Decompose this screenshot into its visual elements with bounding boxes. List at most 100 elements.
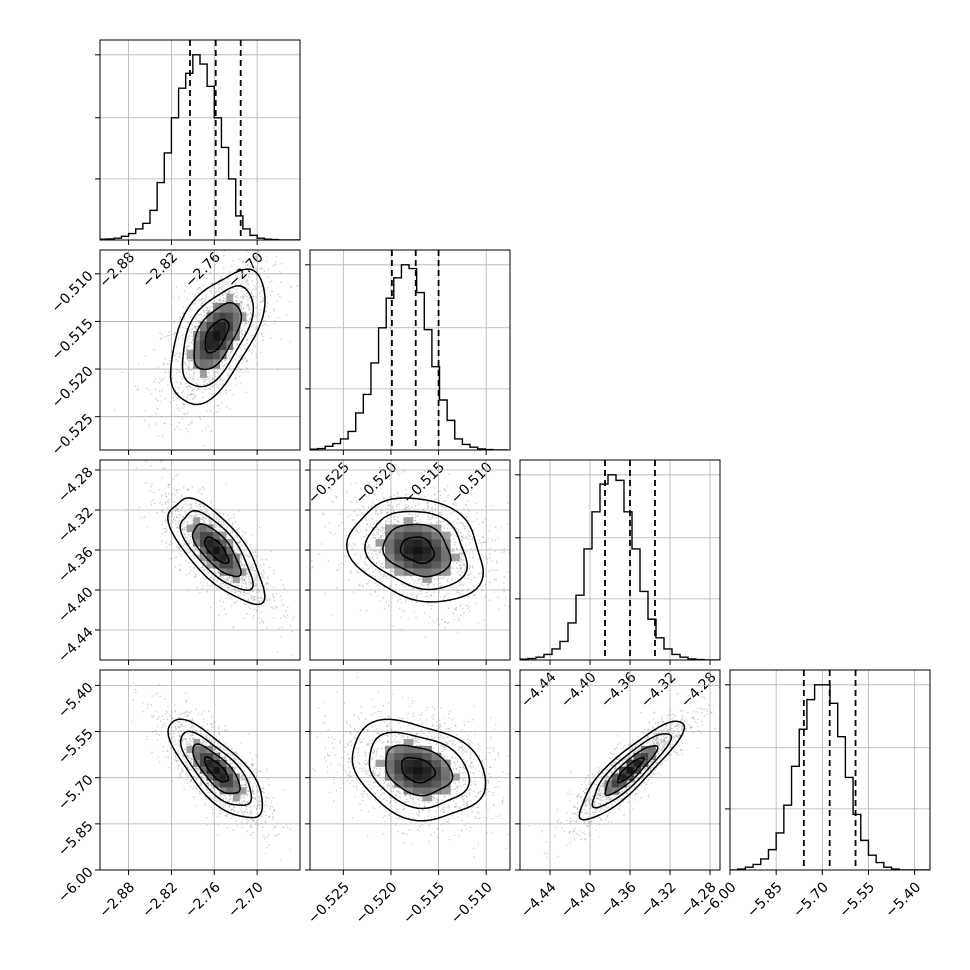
scatter-point <box>439 582 441 585</box>
scatter-point <box>201 297 204 300</box>
scatter-point <box>210 292 213 295</box>
scatter-point <box>144 409 146 412</box>
scatter-point <box>152 381 155 383</box>
scatter-point <box>225 362 228 365</box>
scatter-point <box>202 284 205 287</box>
density-block <box>199 368 207 378</box>
scatter-point <box>236 300 238 302</box>
scatter-point <box>165 519 168 521</box>
scatter-point <box>493 578 496 581</box>
scatter-point <box>383 532 385 535</box>
scatter-point <box>245 282 248 285</box>
scatter-point <box>379 535 382 537</box>
scatter-point <box>369 525 371 528</box>
scatter-point <box>203 378 205 380</box>
scatter-point <box>469 566 471 568</box>
scatter-point <box>225 579 227 582</box>
scatter-point <box>458 591 461 594</box>
scatter-point <box>219 408 222 411</box>
density-block <box>385 539 395 547</box>
scatter-point <box>428 596 431 598</box>
scatter-point <box>424 612 426 614</box>
scatter-point <box>201 518 204 521</box>
scatter-point <box>237 810 239 813</box>
scatter-point <box>422 604 425 607</box>
scatter-point <box>206 572 208 575</box>
scatter-point <box>186 347 189 349</box>
scatter-point <box>369 556 371 558</box>
scatter-point <box>414 505 417 507</box>
scatter-point <box>209 501 212 504</box>
scatter-point <box>330 500 332 503</box>
scatter-point <box>220 300 223 303</box>
scatter-point <box>254 315 257 317</box>
scatter-point <box>166 529 168 531</box>
scatter-point <box>245 808 247 811</box>
scatter-point <box>159 395 162 397</box>
scatter-point <box>256 804 259 807</box>
scatter-point <box>203 311 206 314</box>
scatter-point <box>440 513 443 516</box>
scatter-point <box>472 529 475 531</box>
scatter-point <box>380 536 383 539</box>
scatter-point <box>369 593 372 596</box>
scatter-point <box>210 784 213 787</box>
scatter-point <box>170 737 173 740</box>
scatter-point <box>277 293 279 296</box>
scatter-point <box>382 575 385 578</box>
scatter-point <box>227 352 229 355</box>
scatter-point <box>212 580 214 582</box>
scatter-point <box>379 530 382 532</box>
scatter-point <box>249 312 252 314</box>
scatter-point <box>455 535 458 537</box>
scatter-point <box>217 519 220 521</box>
scatter-point <box>263 577 266 580</box>
scatter-point <box>159 695 161 698</box>
scatter-point <box>189 316 192 318</box>
scatter-point <box>255 362 258 365</box>
scatter-point <box>255 821 257 824</box>
scatter-point <box>154 464 156 466</box>
scatter-point <box>379 513 382 515</box>
scatter-point <box>189 307 192 310</box>
scatter-point <box>355 501 358 503</box>
scatter-point <box>215 518 218 520</box>
scatter-point <box>379 600 382 602</box>
scatter-point <box>246 360 248 362</box>
scatter-point <box>229 598 231 600</box>
scatter-point <box>216 516 218 519</box>
scatter-point <box>462 523 465 525</box>
scatter-point <box>144 355 147 358</box>
scatter-point <box>212 294 215 297</box>
scatter-point <box>452 612 455 614</box>
scatter-point <box>210 606 212 609</box>
scatter-point <box>450 586 452 589</box>
scatter-point <box>193 327 196 329</box>
scatter-point <box>233 545 235 548</box>
scatter-point <box>188 561 190 564</box>
scatter-point <box>200 730 202 732</box>
scatter-point <box>154 502 156 505</box>
scatter-point <box>263 563 265 565</box>
scatter-point <box>242 583 245 585</box>
scatter-point <box>231 808 234 810</box>
scatter-point <box>174 744 176 747</box>
scatter-point <box>377 595 379 597</box>
scatter-point <box>219 746 222 748</box>
scatter-point <box>240 382 242 384</box>
scatter-point <box>366 547 369 549</box>
scatter-point <box>184 503 187 506</box>
scatter-point <box>444 499 447 502</box>
scatter-point <box>231 748 233 750</box>
scatter-point <box>385 522 387 524</box>
scatter-point <box>414 516 416 519</box>
scatter-point <box>349 482 352 485</box>
scatter-point <box>148 425 150 427</box>
scatter-point <box>183 522 185 524</box>
scatter-point <box>243 778 245 780</box>
scatter-point <box>503 590 506 593</box>
scatter-point <box>382 496 385 499</box>
scatter-point <box>439 511 441 514</box>
scatter-point <box>190 342 193 344</box>
scatter-point <box>185 710 188 713</box>
